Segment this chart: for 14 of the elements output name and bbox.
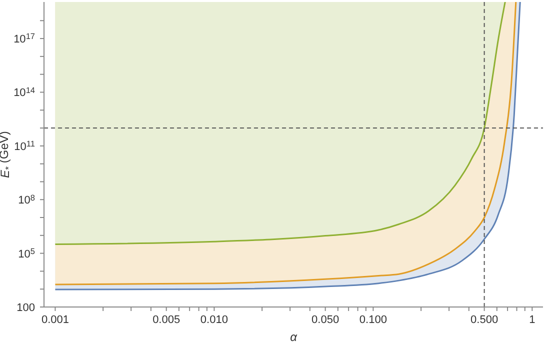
x-tick-label: 0.500 xyxy=(470,314,498,326)
x-tick-label: 0.010 xyxy=(200,314,228,326)
y-tick-label: 10$^{17}$ xyxy=(14,32,36,46)
x-axis-title: α xyxy=(290,330,298,344)
x-tick-label: 0.100 xyxy=(359,314,387,326)
y-tick-label: 10$^{14}$ xyxy=(14,86,36,100)
y-tick-label: 10$^{11}$ xyxy=(14,140,36,153)
y-tick-label: 100 xyxy=(16,302,35,314)
x-tick-label: 0.050 xyxy=(312,314,340,326)
x-tick-label: 1 xyxy=(529,314,536,326)
y-tick-label: 10$^{8}$ xyxy=(18,193,36,207)
x-tick-label: 0.001 xyxy=(41,314,69,326)
x-tick-label: 0.005 xyxy=(152,314,180,326)
y-tick-label: 10$^{5}$ xyxy=(18,247,36,260)
